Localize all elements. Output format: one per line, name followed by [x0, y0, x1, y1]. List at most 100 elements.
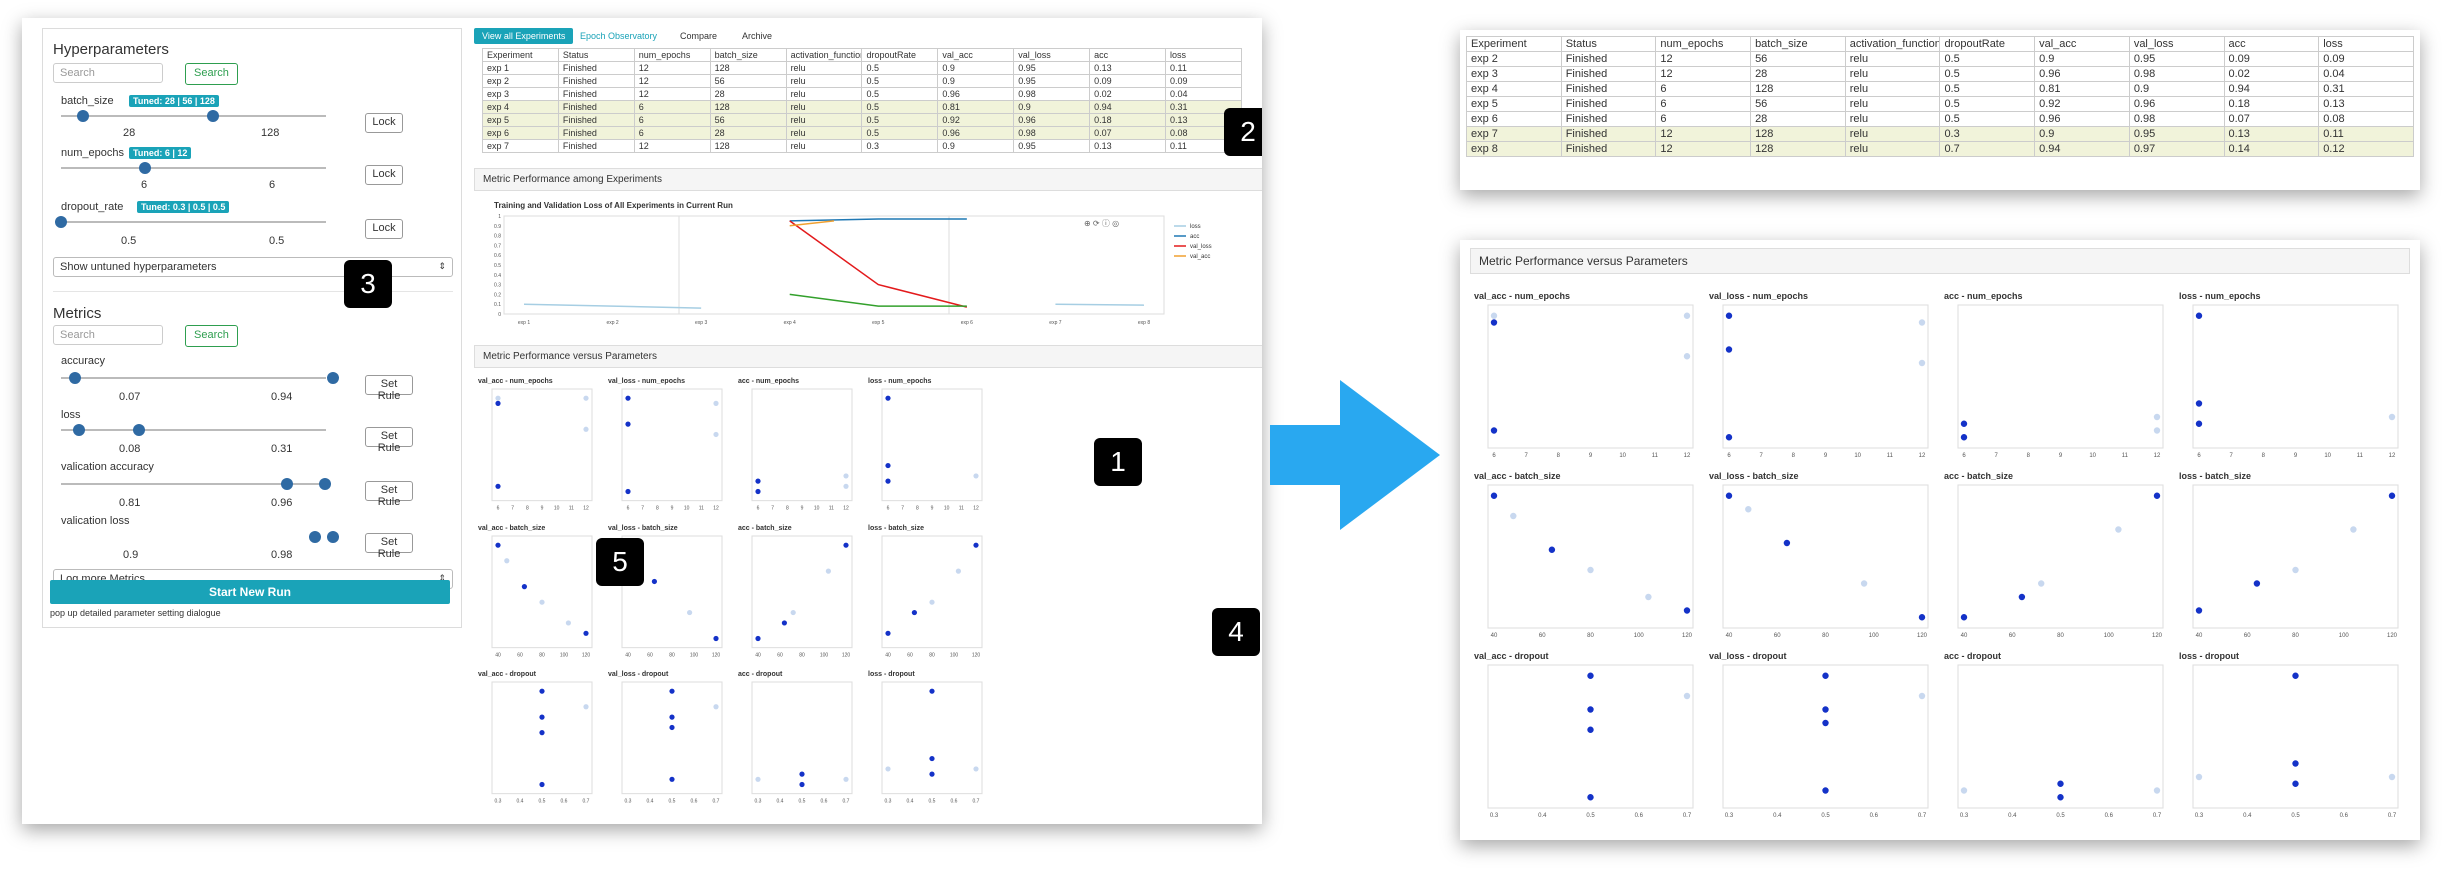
- scatter-point[interactable]: [1918, 319, 1926, 326]
- scatter-loss-batch_size[interactable]: loss - batch_size 40 60 80 100 120: [864, 521, 988, 662]
- scatter-point[interactable]: [911, 609, 917, 615]
- validation-accuracy-slider-max-handle[interactable]: [319, 478, 331, 490]
- scatter-point[interactable]: [651, 578, 657, 584]
- scatter-point[interactable]: [2115, 526, 2122, 533]
- scatter-point[interactable]: [843, 473, 849, 479]
- scatter-point[interactable]: [669, 777, 675, 783]
- scatter-point[interactable]: [885, 766, 891, 772]
- scatter-point[interactable]: [929, 756, 935, 762]
- validation-accuracy-slider-track[interactable]: [61, 483, 326, 485]
- scatter-point[interactable]: [1822, 719, 1829, 727]
- accuracy-slider-max-handle[interactable]: [327, 372, 339, 384]
- scatter-point[interactable]: [539, 730, 545, 736]
- scatter-point[interactable]: [790, 609, 796, 615]
- scatter-point[interactable]: [2253, 580, 2261, 587]
- scatter-point[interactable]: [669, 688, 675, 695]
- scatter-point[interactable]: [1683, 353, 1691, 360]
- table-row[interactable]: exp 3 Finished 12 28 relu 0.5 0.96 0.98 0.02 0.04: [1466, 66, 2414, 82]
- column-header[interactable]: batch_size: [709, 48, 787, 62]
- scatter-point[interactable]: [1587, 672, 1594, 679]
- dropout-rate-slider-handle[interactable]: [55, 216, 67, 228]
- scatter-point[interactable]: [2153, 427, 2161, 434]
- scatter-point[interactable]: [583, 426, 589, 432]
- num-epochs-slider-handle[interactable]: [139, 162, 151, 174]
- table-row[interactable]: exp 4 Finished 6 128 relu 0.5 0.81 0.9 0.94 0.31: [1466, 81, 2414, 97]
- scatter-loss-dropout[interactable]: loss - dropout 0.3 0.4 0.5 0.6 0.7: [864, 667, 988, 808]
- scatter-point[interactable]: [583, 630, 589, 636]
- scatter-point[interactable]: [1548, 546, 1556, 553]
- tab-view-all-experiments[interactable]: View all Experiments: [474, 28, 574, 44]
- table-row[interactable]: exp 7 Finished 12 128 relu 0.3 0.9 0.95 0.13 0.11: [482, 139, 1242, 153]
- scatter-val_loss-batch_size[interactable]: val_loss - batch_size 40 60 80 100 120: [1705, 468, 1934, 642]
- scatter-point[interactable]: [687, 609, 693, 615]
- hyperparameter-search-button[interactable]: Search: [185, 63, 238, 85]
- scatter-loss-batch_size[interactable]: loss - batch_size 40 60 80 100 120: [2175, 468, 2404, 642]
- scatter-point[interactable]: [713, 635, 719, 641]
- scatter-point[interactable]: [2153, 492, 2161, 499]
- scatter-val_loss-num_epochs[interactable]: val_loss - num_epochs 6 7 8 9 10 11 12: [604, 374, 728, 515]
- scatter-val_acc-dropout[interactable]: val_acc - dropout 0.3 0.4 0.5 0.6 0.7: [1470, 648, 1699, 822]
- scatter-point[interactable]: [495, 483, 501, 489]
- scatter-point[interactable]: [2195, 420, 2203, 427]
- scatter-point[interactable]: [2292, 566, 2299, 574]
- tab-archive[interactable]: Archive: [742, 31, 773, 41]
- scatter-point[interactable]: [1587, 706, 1594, 713]
- scatter-point[interactable]: [539, 688, 545, 695]
- batch-size-slider-min-handle[interactable]: [77, 110, 89, 122]
- scatter-point[interactable]: [2057, 780, 2064, 787]
- scatter-point[interactable]: [755, 777, 761, 783]
- column-header[interactable]: dropoutRate: [1939, 36, 2036, 52]
- scatter-point[interactable]: [1960, 434, 1968, 441]
- scatter-point[interactable]: [1783, 539, 1791, 547]
- scatter-loss-dropout[interactable]: loss - dropout 0.3 0.4 0.5 0.6 0.7: [2175, 648, 2404, 822]
- scatter-point[interactable]: [1587, 794, 1594, 801]
- scatter-point[interactable]: [625, 395, 631, 401]
- table-row[interactable]: exp 1 Finished 12 128 relu 0.5 0.9 0.95 0.13 0.11: [482, 61, 1242, 75]
- validation-loss-slider-max-handle[interactable]: [327, 531, 339, 543]
- scatter-val_acc-num_epochs[interactable]: val_acc - num_epochs 6 7 8 9 10 11 12: [474, 374, 598, 515]
- batch-size-lock-button[interactable]: Lock: [365, 113, 403, 133]
- scatter-point[interactable]: [504, 557, 510, 563]
- num-epochs-slider-track[interactable]: [61, 167, 326, 169]
- scatter-point[interactable]: [2195, 400, 2203, 407]
- scatter-point[interactable]: [1960, 614, 1968, 621]
- scatter-point[interactable]: [955, 568, 961, 574]
- scatter-point[interactable]: [1683, 607, 1691, 614]
- column-header[interactable]: activation_function: [1844, 36, 1941, 52]
- scatter-point[interactable]: [973, 542, 979, 548]
- scatter-point[interactable]: [1683, 692, 1691, 700]
- scatter-point[interactable]: [929, 599, 935, 605]
- scatter-point[interactable]: [669, 725, 675, 731]
- table-row[interactable]: exp 4 Finished 6 128 relu 0.5 0.81 0.9 0.94 0.31: [482, 100, 1242, 114]
- column-header[interactable]: acc: [1089, 48, 1167, 62]
- validation-loss-set-rule-button[interactable]: Set Rule: [365, 533, 413, 560]
- scatter-point[interactable]: [2388, 413, 2396, 421]
- scatter-point[interactable]: [755, 635, 761, 641]
- scatter-point[interactable]: [1822, 706, 1829, 713]
- scatter-point[interactable]: [625, 488, 631, 495]
- scatter-val_loss-dropout[interactable]: val_loss - dropout 0.3 0.4 0.5 0.6 0.7: [604, 667, 728, 808]
- table-row[interactable]: exp 5 Finished 6 56 relu 0.5 0.92 0.96 0.18 0.13: [1466, 96, 2414, 112]
- table-row[interactable]: exp 8 Finished 12 128 relu 0.7 0.94 0.97 0.14 0.1…: [1466, 141, 2414, 157]
- table-row[interactable]: exp 2 Finished 12 56 relu 0.5 0.9 0.95 0.09 0.09: [1466, 51, 2414, 67]
- scatter-point[interactable]: [1490, 492, 1498, 499]
- scatter-point[interactable]: [2292, 780, 2299, 787]
- accuracy-slider-min-handle[interactable]: [69, 372, 81, 384]
- column-header[interactable]: acc: [2223, 36, 2320, 52]
- scatter-point[interactable]: [755, 488, 761, 495]
- scatter-point[interactable]: [625, 421, 631, 427]
- scatter-point[interactable]: [1725, 434, 1733, 441]
- dropout-rate-lock-button[interactable]: Lock: [365, 219, 403, 239]
- scatter-point[interactable]: [1725, 312, 1733, 319]
- table-row[interactable]: exp 2 Finished 12 56 relu 0.5 0.9 0.95 0.09 0.09: [482, 74, 1242, 88]
- loss-set-rule-button[interactable]: Set Rule: [365, 427, 413, 454]
- scatter-point[interactable]: [2018, 593, 2026, 601]
- table-row[interactable]: exp 5 Finished 6 56 relu 0.5 0.92 0.96 0.18 0.13: [482, 113, 1242, 127]
- tab-compare[interactable]: Compare: [680, 31, 718, 41]
- column-header[interactable]: num_epochs: [1655, 36, 1752, 52]
- scatter-point[interactable]: [885, 462, 891, 469]
- column-header[interactable]: num_epochs: [633, 48, 711, 62]
- column-header[interactable]: Experiment: [1466, 36, 1562, 52]
- validation-accuracy-set-rule-button[interactable]: Set Rule: [365, 481, 413, 508]
- scatter-point[interactable]: [1918, 692, 1926, 700]
